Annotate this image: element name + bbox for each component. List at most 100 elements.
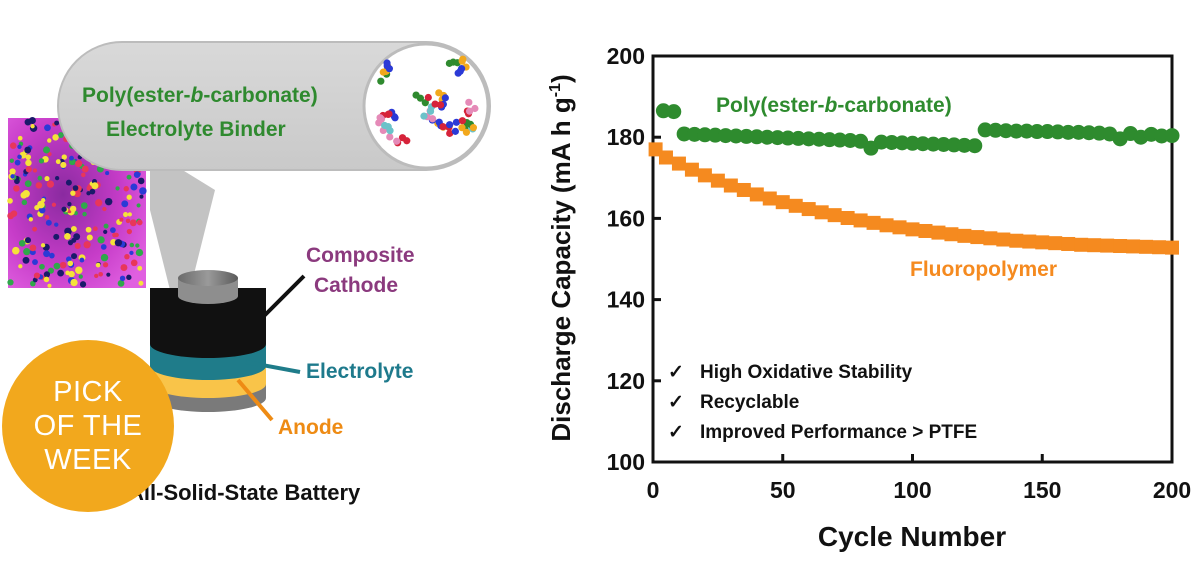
binder-label-line2: Electrolyte Binder xyxy=(106,118,286,141)
data-point xyxy=(697,168,712,183)
data-point xyxy=(892,220,907,235)
data-point xyxy=(931,225,946,240)
polymer-bead xyxy=(458,117,467,125)
badge-line-1: PICK xyxy=(53,376,123,408)
micrograph-particle xyxy=(32,259,38,266)
micrograph-particle xyxy=(82,211,87,217)
micrograph-particle xyxy=(106,272,111,277)
micrograph-particle xyxy=(25,154,32,160)
micrograph-particle xyxy=(109,227,116,234)
micrograph-particle xyxy=(70,190,76,196)
cathode-label-line1: Composite xyxy=(306,244,415,267)
micrograph-particle xyxy=(44,124,51,132)
polymer-bead xyxy=(383,59,391,67)
micrograph-particle xyxy=(123,186,129,192)
micrograph-particle xyxy=(47,283,52,288)
micrograph-particle xyxy=(100,253,109,262)
micrograph-particle xyxy=(32,277,38,283)
micrograph-particle xyxy=(123,212,129,218)
micrograph-particle xyxy=(61,206,67,212)
polymer-bead xyxy=(471,104,479,113)
micrograph-particle xyxy=(81,165,89,173)
data-point xyxy=(1126,239,1141,254)
data-point xyxy=(944,227,959,242)
x-axis-title: Cycle Number xyxy=(818,521,1006,552)
polymer-bead xyxy=(452,118,461,126)
micrograph-particle xyxy=(18,264,23,269)
polymer-bead xyxy=(439,123,447,131)
series-1 xyxy=(648,142,1179,255)
y-tick-label: 180 xyxy=(607,124,645,150)
micrograph-particle xyxy=(9,168,16,175)
callout-pointer xyxy=(150,150,215,330)
micrograph-particle xyxy=(71,253,78,260)
anode-label: Anode xyxy=(278,416,343,439)
electrolyte-leader-line xyxy=(245,360,301,374)
data-point xyxy=(814,205,829,220)
cathode-layer xyxy=(150,288,266,358)
x-tick-label: 150 xyxy=(1023,477,1061,503)
data-point xyxy=(879,218,894,233)
micrograph-particle xyxy=(89,188,96,195)
polymer-bead xyxy=(446,129,454,137)
data-point xyxy=(801,202,816,217)
micrograph-particle xyxy=(85,226,92,233)
binder-callout-bubble: Poly(ester-b-carbonate) Electrolyte Bind… xyxy=(57,41,491,171)
micrograph-particle xyxy=(30,280,36,287)
micrograph-particle xyxy=(104,197,113,206)
polymer-bead xyxy=(458,124,466,132)
micrograph-particle xyxy=(44,214,50,220)
micrograph-particle xyxy=(105,171,110,176)
polymer-bead xyxy=(393,137,401,145)
micrograph-particle xyxy=(80,202,88,209)
data-point xyxy=(658,150,673,165)
data-point xyxy=(866,215,881,230)
micrograph-particle xyxy=(32,168,38,173)
data-point xyxy=(684,162,699,177)
micrograph-particle xyxy=(46,180,55,188)
micrograph-particle xyxy=(114,239,123,247)
data-point xyxy=(666,104,682,120)
micrograph-particle xyxy=(43,276,50,283)
micrograph-particle xyxy=(30,124,35,129)
micrograph-particle xyxy=(43,271,51,278)
data-point xyxy=(827,208,842,223)
x-tick-label: 200 xyxy=(1153,477,1191,503)
micrograph-particle xyxy=(47,267,55,274)
micrograph-particle xyxy=(136,219,143,226)
micrograph-particle xyxy=(95,199,103,207)
data-point xyxy=(996,232,1011,247)
y-tick-label: 200 xyxy=(607,43,645,69)
check-icon: ✓ xyxy=(668,392,684,413)
electrolyte-label: Electrolyte xyxy=(306,360,413,383)
micrograph-particle xyxy=(60,161,67,169)
micrograph-particle xyxy=(39,207,46,214)
micrograph-particle xyxy=(65,179,72,186)
data-point xyxy=(1035,235,1050,250)
check-icon: ✓ xyxy=(668,362,684,383)
micrograph-particle xyxy=(86,191,91,196)
data-series xyxy=(648,103,1180,255)
check-icon: ✓ xyxy=(668,422,684,443)
series-label-fluoropolymer: Fluoropolymer xyxy=(910,258,1057,281)
micrograph-particle xyxy=(47,152,52,157)
micrograph-particle xyxy=(35,182,43,189)
micrograph-particle xyxy=(28,217,34,222)
micrograph-particle xyxy=(129,250,134,256)
series-label-peb: Poly(ester-b-carbonate) xyxy=(716,94,952,117)
data-point xyxy=(957,228,972,243)
micrograph-particle xyxy=(9,158,15,163)
polymer-bead xyxy=(441,94,449,102)
x-tick-label: 0 xyxy=(647,477,660,503)
data-point xyxy=(983,231,998,246)
series-0 xyxy=(655,103,1180,156)
micrograph-particle xyxy=(25,159,32,167)
micrograph-particle xyxy=(52,134,59,141)
polymer-bead xyxy=(398,134,407,142)
data-point xyxy=(840,210,855,225)
polymer-bead xyxy=(424,93,432,102)
data-point xyxy=(1074,237,1089,252)
battery-illustration: Poly(ester-b-carbonate) Electrolyte Bind… xyxy=(7,41,491,505)
data-point xyxy=(1164,128,1180,144)
micrograph-particle xyxy=(29,244,37,252)
